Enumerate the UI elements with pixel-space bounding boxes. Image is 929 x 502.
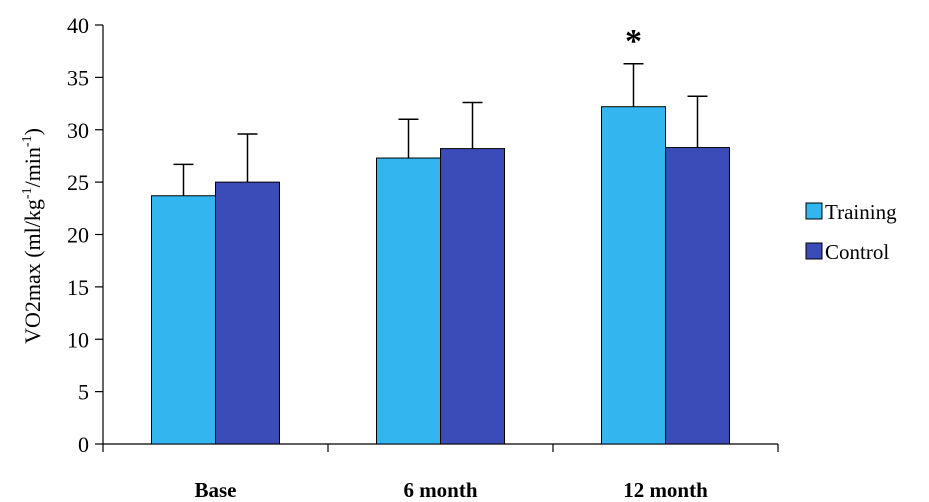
x-tick-label: 12 month xyxy=(623,478,708,502)
x-tick-label: 6 month xyxy=(403,478,477,502)
bar xyxy=(601,106,666,445)
legend-swatch xyxy=(805,242,823,260)
y-axis-label: VO2max (ml/kg-1/min-1) xyxy=(20,128,45,344)
bar xyxy=(215,181,280,445)
annotations: * xyxy=(625,23,642,60)
bar xyxy=(376,157,441,445)
y-tick-label: 10 xyxy=(67,327,89,352)
y-tick-label: 20 xyxy=(67,223,89,248)
y-tick-label: 35 xyxy=(67,65,89,90)
legend-label: Control xyxy=(825,240,889,264)
x-axis: Base 6 month 12 month xyxy=(102,443,779,502)
y-tick-label: 15 xyxy=(67,275,89,300)
y-axis: 0 5 10 15 20 25 30 35 40 xyxy=(67,13,104,457)
x-tick-label: Base xyxy=(195,478,237,502)
y-tick-label: 5 xyxy=(78,380,89,405)
bars xyxy=(151,63,730,445)
significance-marker: * xyxy=(625,23,642,60)
y-tick-label: 0 xyxy=(78,432,89,457)
legend: Training Control xyxy=(805,200,897,264)
bar xyxy=(440,148,505,445)
legend-swatch xyxy=(805,202,823,220)
y-tick-label: 30 xyxy=(67,118,89,143)
bar xyxy=(665,147,730,445)
legend-label: Training xyxy=(825,200,897,224)
bar xyxy=(151,195,216,445)
y-tick-label: 40 xyxy=(67,13,89,38)
y-tick-label: 25 xyxy=(67,170,89,195)
